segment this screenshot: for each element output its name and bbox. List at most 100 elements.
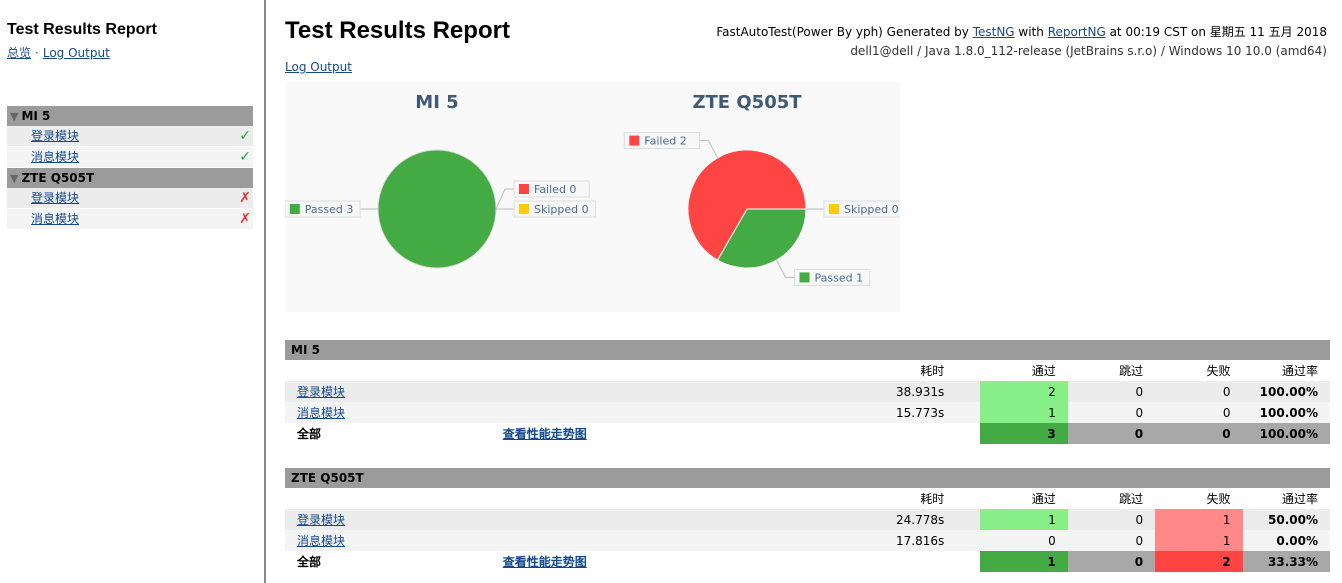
pass-rate-cell: 100.00% <box>1242 381 1330 402</box>
skipped-cell: 0 <box>1067 402 1156 423</box>
pass-rate-cell: 50.00% <box>1242 509 1330 530</box>
label-connector <box>776 259 795 278</box>
pie-slice-passed <box>377 149 497 269</box>
sidebar-links: 总览 · Log Output <box>7 44 110 61</box>
passed-cell: 2 <box>980 381 1068 402</box>
expand-triangle-icon[interactable]: ▼ <box>10 172 19 185</box>
legend-box <box>823 200 900 218</box>
test-link[interactable]: 登录模块 <box>297 385 346 399</box>
table-header-row: 耗时 通过 跳过 失败 通过率 <box>285 360 1330 381</box>
sidebar: Test Results Report 总览 · Log Output ▼ MI 5 … <box>0 0 266 583</box>
pass-rate-cell: 0.00% <box>1242 530 1330 551</box>
col-skipped: 跳过 <box>1119 364 1144 378</box>
failed-cell: 0 <box>1155 402 1243 423</box>
legend-box <box>623 132 700 150</box>
cross-icon: ✗ <box>239 190 251 206</box>
slice-label-skipped: Skipped 0 <box>534 203 589 216</box>
sidebar-title: Test Results Report <box>7 21 157 38</box>
col-pass-rate: 通过率 <box>1281 364 1318 378</box>
sidebar-suite-header[interactable]: ▼ ZTE Q505T <box>7 168 253 188</box>
pass-rate-cell: 100.00% <box>1242 402 1330 423</box>
meta-prefix: FastAutoTest(Power By yph) Generated by <box>716 25 973 39</box>
total-failed-cell: 0 <box>1155 423 1243 444</box>
slice-label-skipped: Skipped 0 <box>844 203 899 216</box>
table-row: 登录模块 38.931s 2 0 0 100.00% <box>285 381 1330 402</box>
skipped-cell: 0 <box>1067 381 1156 402</box>
slice-label-passed: Passed 3 <box>305 203 354 216</box>
suite-results-table: ZTE Q505T 耗时 通过 跳过 失败 通过率 登录模块 24.778s 1… <box>285 468 1330 572</box>
test-link[interactable]: 登录模块 <box>297 513 346 527</box>
suite-results-table: MI 5 耗时 通过 跳过 失败 通过率 登录模块 38.931s 2 0 0 … <box>285 340 1330 444</box>
total-passed-cell: 1 <box>980 551 1068 572</box>
skipped-cell: 0 <box>1067 509 1156 530</box>
test-link[interactable]: 消息模块 <box>297 534 346 548</box>
testng-link[interactable]: TestNG <box>972 25 1015 39</box>
check-icon: ✓ <box>239 149 251 165</box>
sidebar-test-row: 消息模块 ✓ <box>7 147 253 168</box>
sidebar-test-link[interactable]: 消息模块 <box>31 212 80 226</box>
total-pass-rate-cell: 33.33% <box>1242 551 1330 572</box>
environment-info: dell1@dell / Java 1.8.0_112-release (Jet… <box>850 44 1327 58</box>
col-skipped: 跳过 <box>1119 492 1144 506</box>
failed-cell: 0 <box>1155 381 1243 402</box>
sidebar-test-link[interactable]: 登录模块 <box>31 129 80 143</box>
table-total-row: 全部 查看性能走势图 3 0 0 100.00% <box>285 423 1330 444</box>
legend-box <box>794 268 871 286</box>
slice-label-failed: Failed 2 <box>644 135 686 148</box>
col-failed: 失败 <box>1206 492 1231 506</box>
sidebar-test-row: 消息模块 ✗ <box>7 209 253 230</box>
chart-title: ZTE Q505T <box>692 92 802 113</box>
table-row: 消息模块 17.816s 0 0 1 0.00% <box>285 530 1330 551</box>
total-passed-cell: 3 <box>980 423 1068 444</box>
passed-cell: 1 <box>980 509 1068 530</box>
legend-swatch-failed <box>519 184 529 194</box>
col-pass-rate: 通过率 <box>1281 492 1318 506</box>
passed-cell: 0 <box>980 530 1068 551</box>
pie-slice-failed <box>687 149 807 261</box>
sidebar-test-link[interactable]: 消息模块 <box>31 150 80 164</box>
performance-trend-link[interactable]: 查看性能走势图 <box>502 427 587 441</box>
pie-charts-panel: MI 5 Passed 3 Failed 0 Skipped 0 ZTE Q505T Pa… <box>285 82 900 312</box>
sidebar-test-row: 登录模块 ✗ <box>7 188 253 209</box>
col-duration: 耗时 <box>920 492 945 506</box>
duration-cell: 15.773s <box>879 402 981 423</box>
total-failed-cell: 2 <box>1155 551 1243 572</box>
label-connector <box>699 140 718 159</box>
duration-cell: 38.931s <box>879 381 981 402</box>
reportng-link[interactable]: ReportNG <box>1047 25 1106 39</box>
legend-swatch-skipped <box>829 204 839 214</box>
expand-triangle-icon[interactable]: ▼ <box>10 110 19 123</box>
page-title: Test Results Report <box>285 17 510 44</box>
sidebar-suite-name: MI 5 <box>21 109 51 123</box>
col-passed: 通过 <box>1031 364 1056 378</box>
test-link[interactable]: 消息模块 <box>297 406 346 420</box>
meta-with: with <box>1014 25 1048 39</box>
col-failed: 失败 <box>1206 364 1231 378</box>
total-label: 全部 <box>285 423 491 444</box>
label-connector <box>495 188 514 210</box>
legend-box <box>285 200 361 218</box>
total-skipped-cell: 0 <box>1067 423 1156 444</box>
legend-box <box>513 180 590 198</box>
total-pass-rate-cell: 100.00% <box>1242 423 1330 444</box>
pie-charts-svg: MI 5 Passed 3 Failed 0 Skipped 0 ZTE Q505T Pa… <box>285 92 900 286</box>
table-suite-header: MI 5 <box>285 340 1330 360</box>
failed-cell: 1 <box>1155 530 1243 551</box>
duration-cell: 17.816s <box>879 530 981 551</box>
legend-swatch-skipped <box>519 204 529 214</box>
failed-cell: 1 <box>1155 509 1243 530</box>
suite-navigator: ▼ MI 5 登录模块 ✓ 消息模块 ✓ ▼ ZTE Q505T 登录模块 ✗ 消息… <box>7 106 253 230</box>
total-skipped-cell: 0 <box>1067 551 1156 572</box>
sidebar-test-link[interactable]: 登录模块 <box>31 191 80 205</box>
legend-box <box>513 200 597 218</box>
legend-swatch-passed <box>289 204 300 214</box>
sidebar-log-output-link[interactable]: Log Output <box>42 46 110 60</box>
chart-title: MI 5 <box>415 92 458 113</box>
performance-trend-link[interactable]: 查看性能走势图 <box>502 555 587 569</box>
passed-cell: 1 <box>980 402 1068 423</box>
main-log-output-link[interactable]: Log Output <box>285 60 352 74</box>
table-header-row: 耗时 通过 跳过 失败 通过率 <box>285 488 1330 509</box>
sidebar-suite-header[interactable]: ▼ MI 5 <box>7 106 253 126</box>
link-separator: · <box>35 46 39 60</box>
overview-link[interactable]: 总览 <box>7 46 32 60</box>
